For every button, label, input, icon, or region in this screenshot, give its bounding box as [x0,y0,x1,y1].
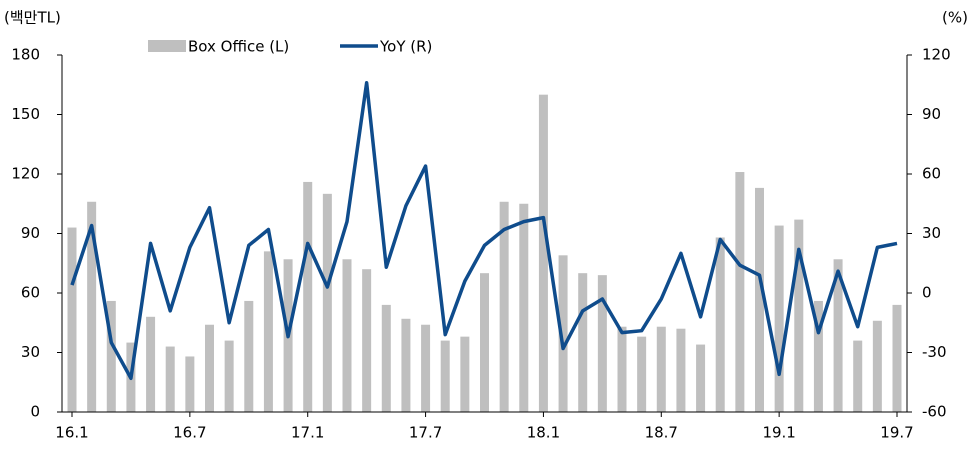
y2-tick-label: 120 [922,46,951,64]
bar [499,201,509,412]
bar [224,340,234,412]
bar [67,227,77,412]
bar [263,251,273,412]
bar [715,237,725,412]
bar [460,336,470,412]
y-axis-label: (백만TL) [4,9,61,27]
x-tick-label: 18.1 [527,424,560,442]
y2-tick-label: 60 [922,165,941,183]
bar [597,275,607,412]
bar [401,318,411,412]
x-tick-label: 19.1 [762,424,795,442]
y-tick-label: 180 [11,46,40,64]
bar [205,324,214,412]
bar [185,356,195,412]
y2-tick-label: -60 [922,403,947,421]
bar [853,340,863,412]
legend-label: Box Office (L) [188,38,289,56]
bar [440,340,450,412]
x-tick-label: 17.1 [291,424,324,442]
bar [637,336,647,412]
legend-swatch [148,40,186,52]
bar [617,326,627,412]
x-tick-label: 17.7 [409,424,442,442]
bar [244,300,254,412]
bar [165,346,175,412]
y-tick-label: 90 [21,224,40,242]
x-tick-label: 16.7 [173,424,206,442]
bar [774,225,784,412]
x-tick-label: 18.7 [645,424,678,442]
y2-tick-label: 90 [922,105,941,123]
bar [676,328,686,412]
bar [87,201,97,412]
bar [578,273,588,412]
bar [755,187,764,412]
bar [362,269,372,412]
bar [480,273,489,412]
bar [146,316,156,412]
bar [558,255,568,412]
y-tick-label: 30 [21,343,40,361]
bar [872,320,882,412]
y-tick-label: 60 [21,284,40,302]
y2-tick-label: 0 [922,284,932,302]
bar [892,304,902,412]
line [70,81,898,381]
bar [322,193,332,412]
y2-axis-label: (%) [942,9,968,27]
y-tick-label: 150 [11,105,40,123]
x-tick-label: 16.1 [55,424,88,442]
y-tick-label: 0 [30,403,40,421]
bar [519,203,529,412]
y2-tick-label: 30 [922,224,941,242]
bar [342,259,352,412]
bar [538,94,548,413]
bar [106,300,116,412]
bar [381,304,391,412]
bar [735,172,745,412]
bar [696,344,706,412]
y-tick-label: 120 [11,165,40,183]
bar [794,219,804,412]
bar [656,326,666,412]
y2-tick-label: -30 [922,343,947,361]
x-tick-label: 19.7 [880,424,913,442]
bar [833,259,843,412]
legend-label: YoY (R) [379,38,432,56]
bar [421,324,431,412]
bar [303,181,313,412]
bar [813,300,823,412]
